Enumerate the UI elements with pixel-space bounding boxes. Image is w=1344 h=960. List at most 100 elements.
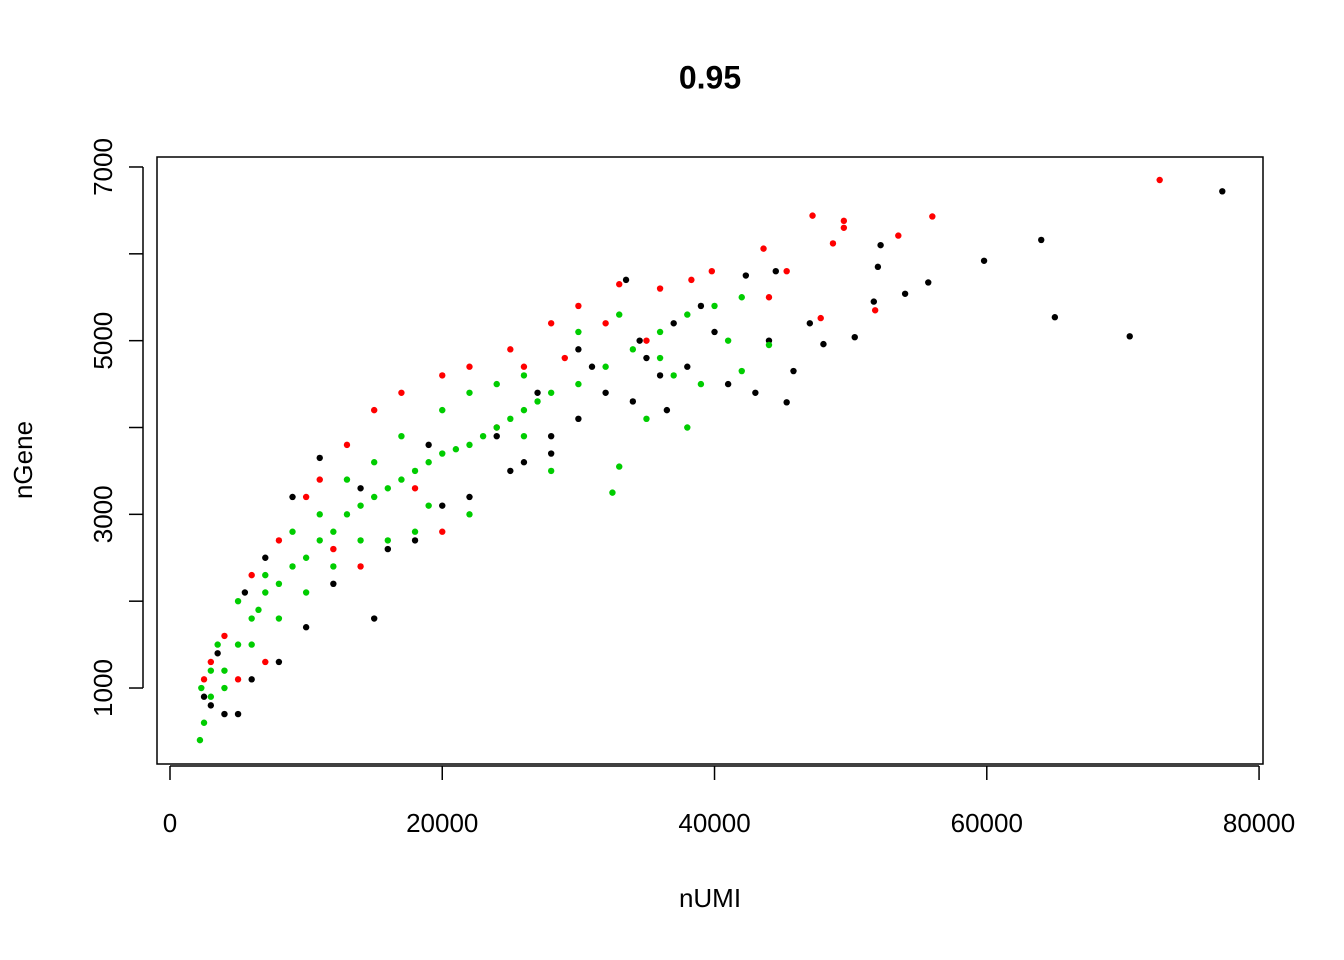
point [234, 597, 242, 605]
point [575, 302, 582, 310]
point [547, 450, 555, 457]
point [196, 736, 204, 744]
point [663, 406, 671, 414]
point [255, 606, 262, 614]
point [439, 502, 446, 509]
point [877, 241, 884, 249]
point [609, 489, 616, 496]
point [602, 363, 609, 370]
point [398, 476, 405, 483]
point [840, 224, 848, 231]
point [200, 719, 208, 726]
chart-title: 0.95 [679, 59, 741, 95]
point [384, 537, 392, 544]
point [697, 380, 705, 388]
point [425, 502, 432, 509]
point [221, 684, 228, 692]
point [200, 693, 208, 700]
point [520, 406, 528, 414]
point [384, 485, 392, 492]
point [817, 314, 824, 322]
point [275, 537, 283, 544]
point [547, 432, 555, 440]
point [783, 399, 790, 406]
point [575, 346, 582, 353]
point [697, 302, 705, 310]
point [616, 311, 623, 318]
point [980, 257, 988, 264]
point [398, 389, 405, 396]
point [302, 554, 310, 561]
point [534, 389, 541, 396]
point [221, 667, 228, 674]
point [289, 493, 296, 501]
point [439, 406, 446, 414]
point [425, 441, 432, 449]
point [520, 372, 528, 379]
point [330, 580, 337, 588]
point [575, 380, 582, 388]
point [670, 320, 677, 327]
point [820, 340, 827, 348]
point [851, 333, 858, 341]
point [214, 650, 221, 657]
point [1126, 333, 1133, 340]
point [507, 415, 514, 423]
y-tick-label: 5000 [88, 312, 118, 370]
point [262, 554, 269, 561]
point [302, 493, 310, 501]
point [275, 658, 283, 666]
point [622, 276, 630, 284]
x-tick-label: 40000 [678, 808, 750, 838]
point [357, 537, 364, 544]
point [207, 702, 215, 709]
point [507, 467, 514, 475]
plot-box [156, 156, 1264, 765]
point [874, 263, 882, 271]
point [330, 563, 337, 570]
point [870, 298, 878, 305]
point [752, 389, 759, 396]
point [688, 276, 695, 284]
point [616, 463, 623, 470]
point [221, 632, 228, 640]
point [738, 294, 745, 301]
point [629, 346, 637, 353]
point [809, 212, 816, 219]
point [1156, 176, 1163, 184]
point [493, 432, 500, 440]
point [411, 485, 419, 492]
point [234, 676, 242, 683]
point [275, 615, 283, 622]
point [561, 354, 568, 362]
point [602, 320, 609, 327]
point [330, 528, 337, 535]
point [452, 446, 460, 453]
point [262, 589, 269, 596]
point [289, 563, 296, 570]
point [466, 493, 473, 501]
point [711, 328, 718, 336]
point [439, 528, 446, 535]
point [772, 267, 779, 275]
point [871, 307, 879, 314]
point [439, 450, 446, 457]
point [711, 302, 718, 310]
point [724, 380, 732, 388]
point [895, 232, 902, 239]
point [724, 337, 732, 344]
point [262, 571, 269, 579]
point [656, 328, 664, 336]
point [656, 372, 664, 379]
point [466, 363, 473, 370]
point [316, 537, 323, 544]
y-tick-label: 3000 [88, 485, 118, 543]
point [616, 281, 623, 288]
point [262, 658, 269, 666]
point [343, 441, 351, 449]
x-tick-label: 0 [163, 808, 177, 838]
x-axis-label: nUMI [679, 883, 741, 913]
point [466, 389, 473, 396]
point [829, 240, 837, 247]
